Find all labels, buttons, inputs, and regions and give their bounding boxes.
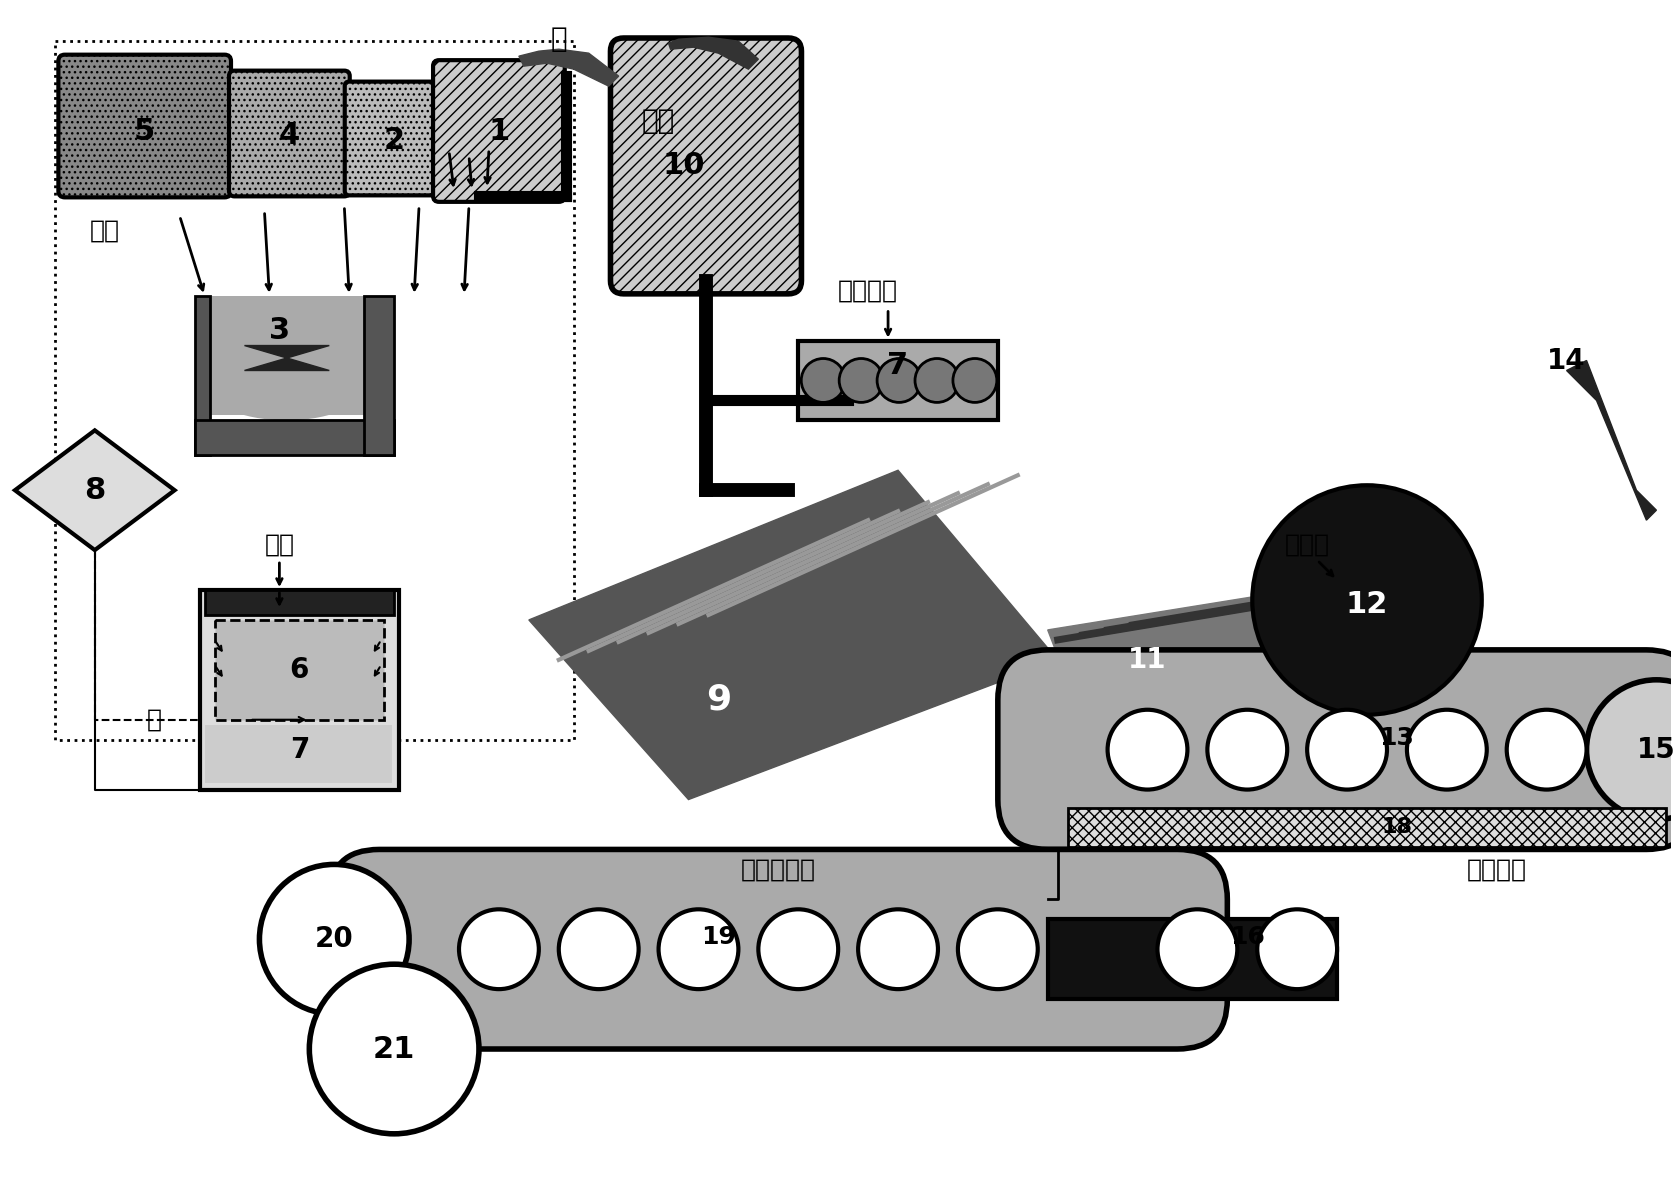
Text: 气态产物: 气态产物 [1467, 857, 1526, 881]
Polygon shape [529, 471, 1057, 799]
Polygon shape [1049, 580, 1397, 760]
Circle shape [1107, 709, 1188, 790]
Polygon shape [15, 431, 174, 550]
Text: 3: 3 [268, 317, 290, 345]
Circle shape [1253, 485, 1482, 715]
Circle shape [310, 964, 479, 1134]
Bar [55, 42, 575, 740]
Circle shape [1306, 709, 1387, 790]
Circle shape [839, 358, 883, 402]
Circle shape [1508, 709, 1586, 790]
Text: 5: 5 [134, 116, 156, 146]
Circle shape [658, 910, 739, 989]
FancyBboxPatch shape [998, 650, 1675, 849]
Bar [363, 295, 394, 455]
Text: 10: 10 [662, 152, 705, 180]
FancyBboxPatch shape [229, 71, 350, 197]
Circle shape [858, 910, 938, 989]
Text: 19: 19 [702, 925, 735, 949]
Polygon shape [668, 37, 759, 69]
Bar [204, 589, 394, 616]
Bar [1067, 808, 1667, 848]
FancyBboxPatch shape [345, 82, 444, 196]
Circle shape [559, 910, 638, 989]
Text: 4: 4 [278, 121, 300, 151]
Text: 2: 2 [384, 127, 405, 155]
Text: 水: 水 [147, 708, 162, 732]
Text: 18: 18 [1382, 817, 1412, 837]
Text: 20: 20 [315, 925, 353, 954]
Circle shape [1157, 910, 1238, 989]
Bar [1049, 919, 1337, 999]
Circle shape [915, 358, 958, 402]
Text: 蒸汽: 蒸汽 [642, 107, 675, 135]
Text: 压延电极膜: 压延电极膜 [740, 857, 816, 881]
Ellipse shape [201, 340, 372, 420]
Circle shape [1258, 910, 1337, 989]
Circle shape [1407, 709, 1487, 790]
FancyBboxPatch shape [434, 60, 564, 202]
Text: 11: 11 [1129, 646, 1167, 674]
Circle shape [1208, 709, 1286, 790]
Polygon shape [245, 345, 330, 370]
Text: 浆料: 浆料 [265, 533, 295, 557]
Text: 干面团: 干面团 [1285, 533, 1330, 557]
Polygon shape [1566, 361, 1657, 521]
Text: 水: 水 [551, 25, 568, 53]
FancyBboxPatch shape [59, 55, 231, 197]
Circle shape [878, 358, 921, 402]
Text: 13: 13 [1380, 726, 1414, 750]
Circle shape [953, 358, 997, 402]
Text: 17: 17 [1172, 945, 1211, 974]
Bar [194, 420, 394, 455]
Circle shape [459, 910, 539, 989]
Text: 16: 16 [1229, 925, 1265, 949]
Text: 6: 6 [290, 656, 308, 684]
Bar [194, 295, 209, 455]
Text: 8: 8 [84, 476, 106, 505]
Text: 21: 21 [374, 1034, 415, 1064]
Bar [204, 725, 392, 783]
Text: 15: 15 [1636, 735, 1675, 764]
Text: 7: 7 [888, 351, 908, 380]
Polygon shape [519, 49, 618, 87]
FancyBboxPatch shape [610, 38, 801, 294]
Text: 14: 14 [1548, 346, 1586, 375]
Text: 7: 7 [290, 735, 308, 764]
Bar [199, 589, 399, 790]
Circle shape [801, 358, 846, 402]
FancyBboxPatch shape [330, 849, 1228, 1048]
Bar [209, 295, 363, 415]
Text: 粉末: 粉末 [90, 218, 121, 243]
Text: 9: 9 [705, 683, 730, 716]
Circle shape [260, 865, 409, 1014]
Circle shape [958, 910, 1038, 989]
Text: 脱水浆料: 脱水浆料 [838, 279, 898, 302]
Text: 12: 12 [1345, 591, 1389, 619]
Text: 1: 1 [489, 116, 509, 146]
Bar [214, 620, 384, 720]
Bar [799, 340, 998, 420]
Circle shape [1586, 680, 1675, 820]
Circle shape [759, 910, 838, 989]
